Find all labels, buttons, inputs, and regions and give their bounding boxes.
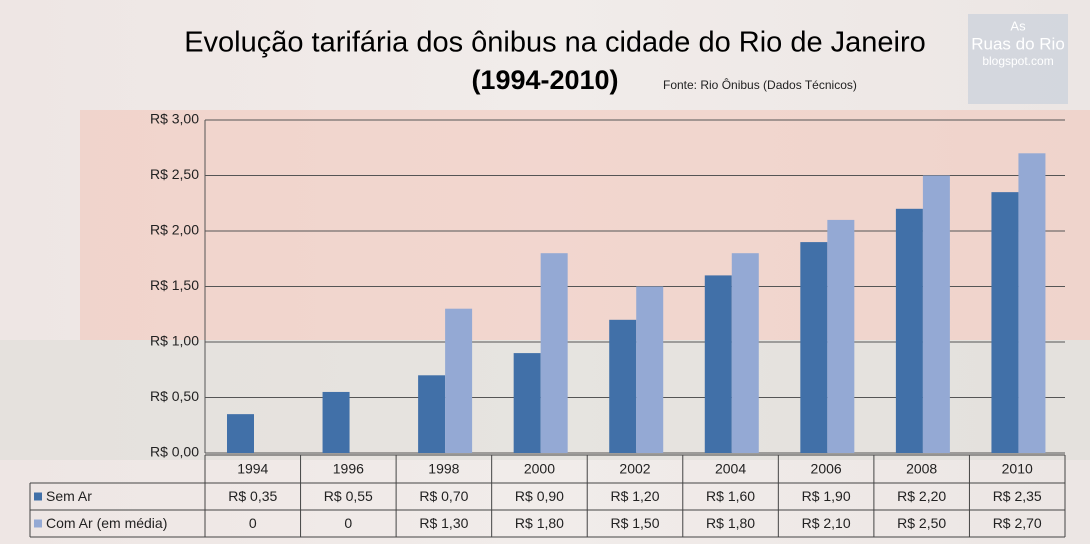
y-tick-label: R$ 0,00: [150, 444, 199, 460]
bar: [895, 208, 923, 453]
bar: [731, 253, 759, 453]
legend-swatch: [34, 519, 42, 528]
table-value: R$ 1,80: [706, 515, 755, 531]
y-tick-label: R$ 1,50: [150, 277, 199, 293]
bar: [827, 219, 855, 453]
y-tick-label: R$ 0,50: [150, 388, 199, 404]
legend-swatch: [34, 492, 42, 501]
table-value: R$ 2,20: [897, 488, 946, 504]
x-tick-label: 2010: [1002, 461, 1033, 477]
watermark-box: [968, 14, 1068, 104]
watermark: Ruas do Rio: [971, 34, 1065, 53]
table-value: R$ 0,70: [419, 488, 468, 504]
table-value: R$ 2,35: [993, 488, 1042, 504]
table-value: R$ 2,10: [802, 515, 851, 531]
bar: [800, 242, 828, 453]
bar: [609, 319, 637, 453]
bar: [636, 286, 664, 453]
x-tick-label: 2002: [619, 461, 650, 477]
table-value: R$ 1,60: [706, 488, 755, 504]
legend-label: Sem Ar: [46, 488, 92, 504]
bar: [418, 375, 446, 453]
table-value: R$ 1,20: [610, 488, 659, 504]
bar: [991, 192, 1019, 453]
bar: [445, 308, 473, 453]
y-tick-label: R$ 1,00: [150, 333, 199, 349]
bar: [513, 353, 541, 453]
bar: [704, 275, 732, 453]
bar: [322, 391, 350, 453]
x-tick-label: 2008: [906, 461, 937, 477]
table-value: R$ 0,90: [515, 488, 564, 504]
watermark: blogspot.com: [982, 54, 1053, 68]
table-value: R$ 2,70: [993, 515, 1042, 531]
table-value: R$ 1,80: [515, 515, 564, 531]
chart-title: Evolução tarifária dos ônibus na cidade …: [184, 27, 926, 59]
x-tick-label: 2004: [715, 461, 746, 477]
x-tick-label: 1998: [428, 461, 459, 477]
x-tick-label: 1994: [237, 461, 268, 477]
bar: [540, 253, 568, 453]
legend-label: Com Ar (em média): [46, 515, 167, 531]
bar: [922, 175, 950, 453]
source: Fonte: Rio Ônibus (Dados Técnicos): [663, 77, 857, 92]
table-value: R$ 0,35: [228, 488, 277, 504]
x-tick-label: 2000: [524, 461, 555, 477]
bar: [1018, 153, 1046, 454]
x-tick-label: 1996: [333, 461, 364, 477]
y-tick-label: R$ 2,00: [150, 222, 199, 238]
table-value: R$ 2,50: [897, 515, 946, 531]
table-value: 0: [344, 515, 352, 531]
table-value: R$ 1,50: [610, 515, 659, 531]
chart-subtitle: (1994-2010): [471, 65, 618, 95]
table-value: R$ 0,55: [324, 488, 373, 504]
watermark: As: [1010, 18, 1026, 33]
table-value: 0: [249, 515, 257, 531]
x-tick-label: 2006: [811, 461, 842, 477]
table-value: R$ 1,90: [802, 488, 851, 504]
table-value: R$ 1,30: [419, 515, 468, 531]
y-tick-label: R$ 2,50: [150, 166, 199, 182]
y-tick-label: R$ 3,00: [150, 111, 199, 127]
bar: [227, 414, 254, 453]
